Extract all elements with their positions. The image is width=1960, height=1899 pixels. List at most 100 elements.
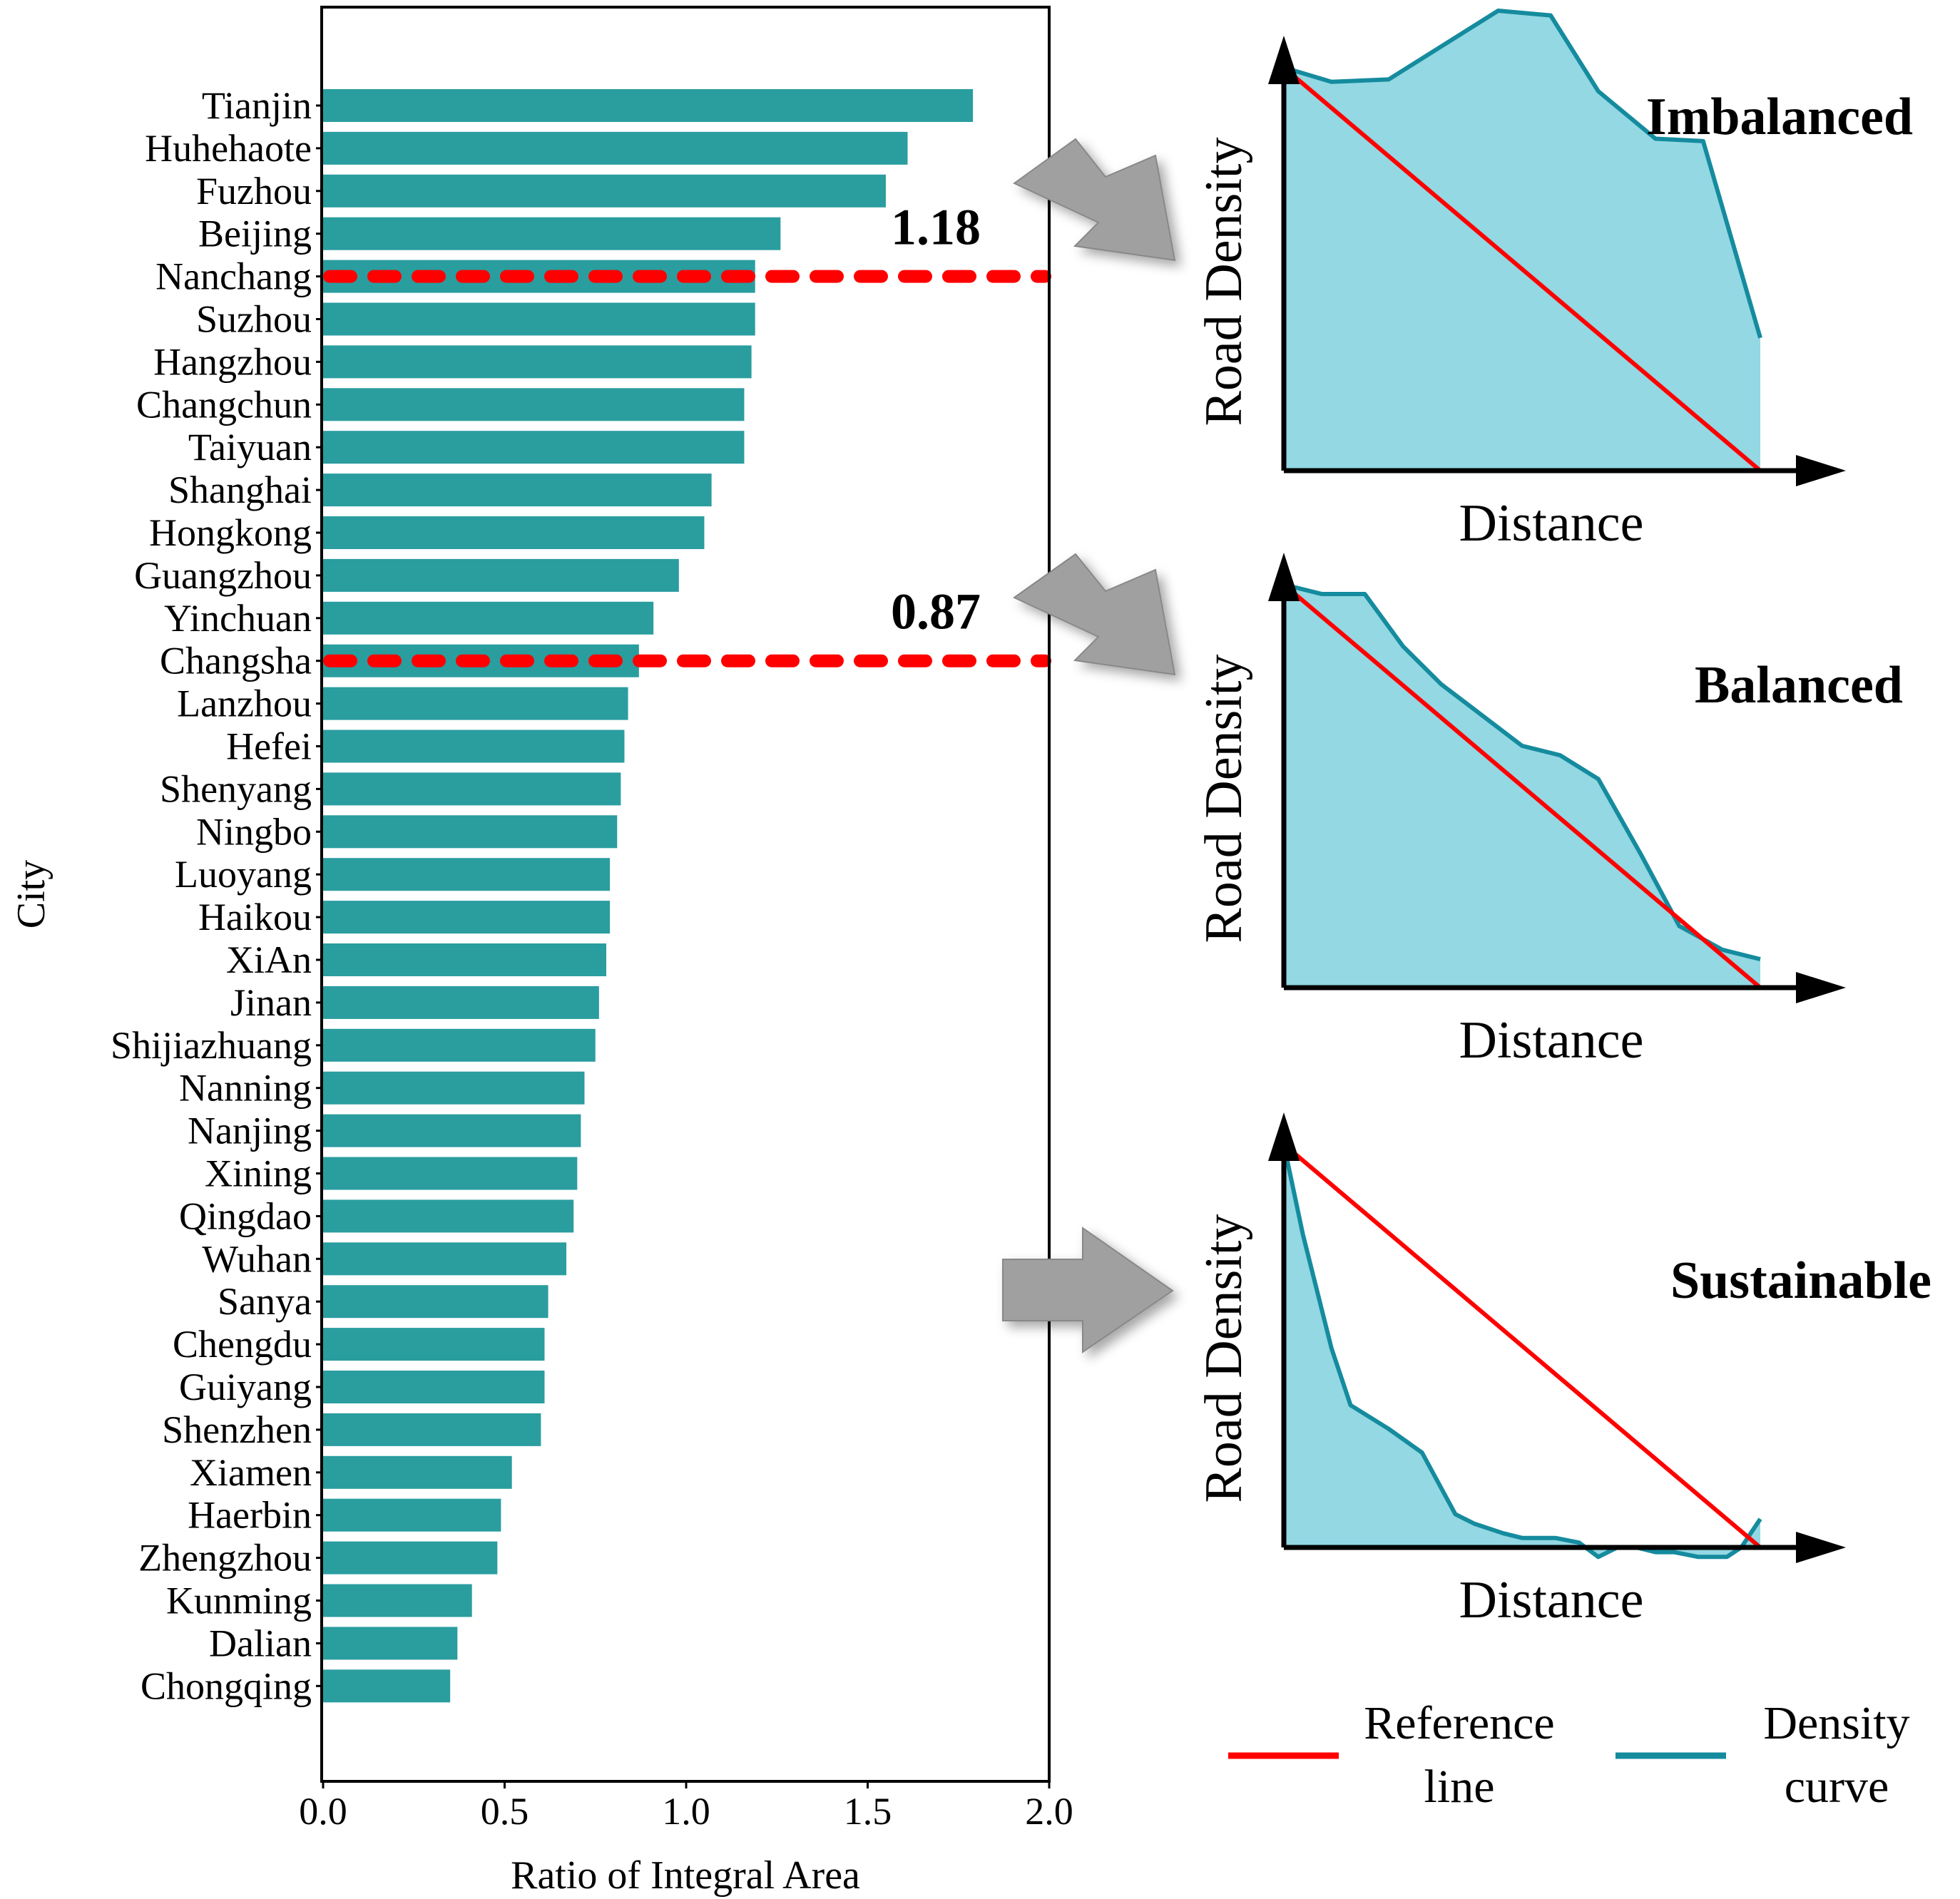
city-label-hefei: Hefei	[226, 725, 312, 768]
panel-y-label-balanced: Road Density	[1195, 655, 1253, 943]
bar-hongkong	[323, 516, 705, 549]
bar-fuzhou	[323, 174, 886, 208]
panel-title-balanced: Balanced	[1695, 656, 1903, 715]
bar-shenzhen	[323, 1413, 541, 1446]
city-label-qingdao: Qingdao	[179, 1194, 312, 1237]
y-axis-arrowhead-balanced	[1268, 553, 1300, 601]
bar-guiyang	[323, 1371, 545, 1403]
panel-x-label-sustainable: Distance	[1459, 1571, 1644, 1629]
city-label-haerbin: Haerbin	[188, 1494, 312, 1537]
density-curve-sustainable	[1282, 1144, 1762, 1560]
city-label-xian: XiAn	[226, 938, 312, 981]
y-axis-arrowhead-sustainable	[1268, 1112, 1300, 1161]
city-label-nanchang: Nanchang	[155, 255, 312, 298]
thresholds-group: 1.18 0.87	[323, 199, 1051, 667]
legend-reference-line-label-2: line	[1424, 1761, 1495, 1813]
bar-taiyuan	[323, 431, 745, 464]
bar-jinan	[323, 986, 599, 1019]
city-label-luoyang: Luoyang	[175, 853, 312, 896]
reference-line-imbalanced	[1282, 66, 1762, 473]
bar-chart: TianjinHuhehaoteFuzhouBeijingNanchangSuz…	[9, 6, 1073, 1898]
city-label-nanning: Nanning	[179, 1067, 312, 1110]
city-label-taiyuan: Taiyuan	[188, 426, 312, 469]
city-label-shijiazhuang: Shijiazhuang	[111, 1024, 312, 1067]
city-label-guangzhou: Guangzhou	[134, 554, 312, 597]
city-label-tianjin: Tianjin	[202, 84, 312, 127]
bar-dalian	[323, 1627, 458, 1660]
city-label-dalian: Dalian	[209, 1622, 312, 1664]
arrow-to-balanced	[1013, 553, 1176, 676]
panel-x-label-balanced: Distance	[1459, 1011, 1644, 1070]
x-tick-label-0: 0.0	[299, 1790, 347, 1833]
bar-chengdu	[323, 1328, 545, 1361]
bar-changchun	[323, 388, 745, 421]
city-label-haikou: Haikou	[198, 896, 312, 938]
bar-nanjing	[323, 1114, 581, 1147]
x-tick-label-3: 1.5	[844, 1790, 892, 1833]
bars-group	[323, 89, 974, 1703]
x-axis-arrowhead-sustainable	[1796, 1532, 1846, 1563]
bar-xiamen	[323, 1455, 512, 1489]
legend-density-curve-label-1: Density	[1763, 1697, 1909, 1749]
density-curve-imbalanced	[1283, 8, 1762, 339]
city-label-hongkong: Hongkong	[149, 511, 312, 554]
city-label-nanjing: Nanjing	[188, 1110, 312, 1152]
density-panels-group: Imbalanced Distance Road Density Balanced Di…	[1195, 8, 1931, 1629]
city-label-changchun: Changchun	[136, 383, 312, 426]
city-label-xiamen: Xiamen	[190, 1451, 312, 1494]
reference-line-sustainable	[1282, 1142, 1762, 1550]
bar-beijing	[323, 217, 781, 250]
density-area-imbalanced	[1284, 10, 1760, 471]
bar-wuhan	[323, 1242, 567, 1276]
city-label-ningbo: Ningbo	[196, 810, 312, 853]
legend: Reference line Density curve	[1228, 1697, 1910, 1813]
city-label-kunming: Kunming	[166, 1580, 312, 1622]
panel-imbalanced: Imbalanced Distance Road Density	[1195, 8, 1913, 553]
city-label-lanzhou: Lanzhou	[177, 682, 312, 725]
legend-density-curve-label-2: curve	[1785, 1761, 1889, 1813]
density-area-sustainable	[1284, 1144, 1760, 1557]
city-label-xining: Xining	[205, 1152, 312, 1195]
legend-reference-line-label-1: Reference	[1364, 1697, 1554, 1749]
panel-y-label-imbalanced: Road Density	[1195, 138, 1253, 426]
arrows-group	[1002, 138, 1176, 1353]
city-label-guiyang: Guiyang	[179, 1366, 312, 1408]
city-label-zhengzhou: Zhengzhou	[138, 1537, 312, 1580]
bar-luoyang	[323, 858, 611, 891]
city-label-sanya: Sanya	[218, 1280, 312, 1323]
city-label-suzhou: Suzhou	[196, 298, 312, 341]
city-label-chengdu: Chengdu	[173, 1323, 312, 1366]
panel-sustainable: Sustainable Distance Road Density	[1195, 1112, 1931, 1629]
city-label-jinan: Jinan	[230, 981, 312, 1024]
x-axis-arrowhead-imbalanced	[1796, 455, 1846, 486]
bar-hefei	[323, 730, 625, 763]
bar-yinchuan	[323, 601, 654, 635]
city-label-shenyang: Shenyang	[160, 767, 312, 810]
bar-haikou	[323, 901, 611, 934]
reference-line-balanced	[1282, 583, 1762, 990]
bar-haerbin	[323, 1498, 501, 1532]
city-label-fuzhou: Fuzhou	[196, 170, 312, 213]
bar-chongqing	[323, 1669, 451, 1703]
bar-y-axis-label: City	[9, 860, 53, 928]
threshold-label-0-87: 0.87	[891, 583, 981, 640]
bar-ningbo	[323, 815, 618, 849]
x-tick-label-2: 1.0	[662, 1790, 710, 1833]
bar-sanya	[323, 1285, 548, 1319]
y-axis-arrowhead-imbalanced	[1268, 36, 1300, 84]
x-ticks-group: 0.0 0.5 1.0 1.5 2.0	[299, 1781, 1073, 1833]
city-label-wuhan: Wuhan	[202, 1237, 312, 1280]
bar-huhehaote	[323, 131, 908, 165]
city-label-hangzhou: Hangzhou	[153, 340, 312, 383]
density-curve-balanced	[1283, 582, 1761, 962]
bar-xian	[323, 943, 607, 976]
city-label-yinchuan: Yinchuan	[164, 597, 312, 640]
panel-x-label-imbalanced: Distance	[1459, 494, 1644, 553]
x-tick-label-1: 0.5	[481, 1790, 529, 1833]
panel-balanced: Balanced Distance Road Density	[1195, 553, 1903, 1070]
bar-shijiazhuang	[323, 1028, 596, 1062]
bar-nanning	[323, 1071, 585, 1105]
city-label-changsha: Changsha	[160, 640, 312, 682]
bar-lanzhou	[323, 687, 628, 720]
